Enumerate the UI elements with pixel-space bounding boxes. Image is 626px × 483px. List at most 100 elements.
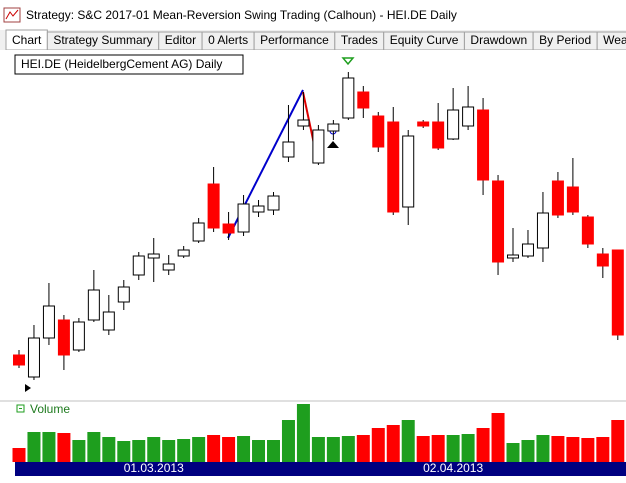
volume-bar xyxy=(476,428,490,462)
tab[interactable]: 0 Alerts xyxy=(201,31,255,51)
candle-body xyxy=(192,222,205,242)
tab[interactable]: WealthSignals 2 xyxy=(596,31,626,51)
volume-bar xyxy=(356,435,370,462)
volume-bar xyxy=(401,420,415,462)
candle-body xyxy=(402,135,415,208)
tab-label: WealthSignals 2 xyxy=(603,33,626,47)
candle xyxy=(357,86,370,118)
candle-body xyxy=(13,354,25,366)
candle-body xyxy=(117,286,130,303)
candle-body xyxy=(237,203,250,233)
tab[interactable]: Strategy Summary xyxy=(46,31,160,51)
candle-body xyxy=(551,180,564,216)
candle xyxy=(42,283,55,345)
candle xyxy=(312,125,325,165)
candle-body xyxy=(432,121,445,149)
candle-body xyxy=(507,254,520,259)
candle-body xyxy=(462,106,475,127)
chart-area xyxy=(0,50,626,483)
volume-bar xyxy=(386,425,400,462)
tab[interactable]: Drawdown xyxy=(463,31,534,51)
candle-body xyxy=(327,123,340,132)
candle xyxy=(297,92,310,130)
candle xyxy=(507,228,520,262)
candle xyxy=(327,120,340,140)
candle xyxy=(222,212,235,240)
candle-body xyxy=(357,91,370,109)
volume-bar xyxy=(222,437,236,462)
app-icon-line xyxy=(5,9,19,20)
volume-bar xyxy=(252,440,266,462)
volume-bar xyxy=(431,435,445,462)
candle xyxy=(72,318,85,352)
candle xyxy=(566,158,579,215)
candle xyxy=(282,105,295,162)
volume-bar xyxy=(87,432,101,462)
candle xyxy=(596,248,609,278)
candle-body xyxy=(342,77,355,119)
tab-label: Editor xyxy=(165,33,196,47)
volume-bar xyxy=(566,437,580,462)
candle-body xyxy=(566,186,579,213)
candle-body xyxy=(447,109,460,140)
tab[interactable]: Trades xyxy=(334,31,385,51)
volume-bar xyxy=(132,440,146,462)
volume-bar xyxy=(506,443,520,462)
candle xyxy=(477,98,490,195)
candle-body xyxy=(102,311,115,331)
volume-bar xyxy=(341,436,355,462)
candle-body xyxy=(282,141,295,158)
candle-body xyxy=(132,255,145,276)
volume-bar xyxy=(162,440,176,462)
candle xyxy=(417,120,430,128)
tab[interactable]: Performance xyxy=(253,31,336,51)
candle xyxy=(102,295,115,335)
plot: 01.03.2013 02.04.2013 xyxy=(12,72,625,475)
tab[interactable]: Equity Curve xyxy=(383,31,465,51)
volume-bar xyxy=(491,413,505,462)
candle-body xyxy=(372,115,385,148)
candle-body xyxy=(312,129,325,164)
tab-label: Strategy Summary xyxy=(53,33,152,47)
tab[interactable]: Editor xyxy=(158,31,203,51)
tab[interactable]: Chart xyxy=(5,29,48,51)
tab-label: Equity Curve xyxy=(390,33,459,47)
tab-strip: Chart Strategy Summary Editor 0 Alerts Perfo… xyxy=(5,29,626,51)
candle xyxy=(492,175,505,275)
candle xyxy=(252,200,265,217)
candle xyxy=(147,238,160,282)
candle-body xyxy=(207,183,220,229)
candle-body xyxy=(57,319,70,356)
volume-bar xyxy=(326,437,340,462)
tab-background xyxy=(596,31,626,51)
candle-body xyxy=(477,109,490,181)
volume-bar xyxy=(42,432,56,462)
candle xyxy=(581,215,594,248)
volume-bar xyxy=(296,404,310,462)
candle xyxy=(237,195,250,236)
candle xyxy=(521,230,534,258)
candle xyxy=(402,130,415,225)
candle xyxy=(27,325,40,380)
tab-label: Chart xyxy=(12,33,42,47)
volume-bar xyxy=(117,441,131,462)
volume-bar xyxy=(207,435,221,462)
candle xyxy=(611,249,624,340)
volume-bar xyxy=(461,434,475,462)
candle-body xyxy=(387,121,400,213)
date-axis xyxy=(15,462,626,476)
candle-body xyxy=(492,180,505,263)
candle xyxy=(162,255,175,275)
volume-bar xyxy=(72,440,86,462)
signal-marker xyxy=(341,57,355,66)
volume-bar xyxy=(596,437,610,462)
volume-bar xyxy=(551,436,565,462)
candle-body xyxy=(521,243,534,257)
tab[interactable]: By Period xyxy=(532,31,598,51)
candle xyxy=(192,218,205,243)
date-label: 02.04.2013 xyxy=(423,461,483,475)
tab-label: 0 Alerts xyxy=(208,33,248,47)
volume-bar xyxy=(57,433,71,462)
